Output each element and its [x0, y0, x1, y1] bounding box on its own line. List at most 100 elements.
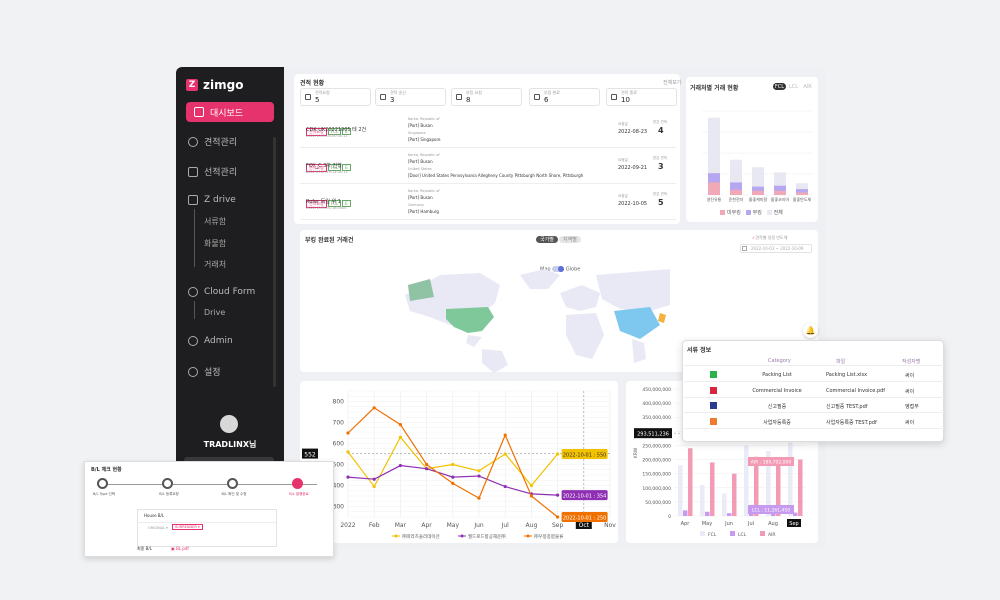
document-row[interactable]: 사업자등록증 사업자등록증 TEST.pdf 써이 — [684, 414, 944, 429]
stat-sent[interactable]: 견적 송신 3 — [375, 88, 446, 106]
data-point[interactable] — [477, 469, 481, 473]
bar-unbooked[interactable] — [796, 192, 808, 195]
document-row[interactable]: Packing List Packing List.xlsx 써이 — [684, 367, 944, 382]
avatar[interactable] — [220, 415, 238, 433]
partner-legend: 미부킹 부킹 전체 — [720, 209, 783, 216]
stat-booking-done[interactable]: 부킹 완료 6 — [529, 88, 600, 106]
bar-air[interactable] — [776, 462, 781, 516]
data-point[interactable] — [477, 496, 481, 500]
date-range-input[interactable]: 2022-10-03 ~ 2022-10-09 — [740, 244, 812, 253]
data-point[interactable] — [425, 462, 429, 467]
data-point[interactable] — [346, 475, 350, 479]
bar-lcl[interactable] — [683, 510, 688, 516]
bar-fcl[interactable] — [700, 484, 705, 516]
bar-air[interactable] — [754, 456, 759, 516]
sidebar-scrollbar[interactable] — [273, 137, 276, 387]
bar-fcl[interactable] — [766, 451, 771, 516]
sidebar-sub-drive[interactable]: Drive — [204, 308, 226, 317]
data-point[interactable] — [503, 452, 507, 456]
data-point[interactable] — [477, 474, 481, 478]
bar-unbooked[interactable] — [752, 190, 764, 195]
bar-lcl[interactable] — [793, 512, 798, 516]
bar-unbooked[interactable] — [774, 190, 786, 195]
bar-fcl[interactable] — [722, 493, 727, 516]
data-point[interactable] — [503, 484, 507, 489]
document-file[interactable]: Commercial Invoice.pdf — [826, 387, 886, 394]
sidebar-item-admin[interactable]: Admin — [188, 336, 233, 346]
map-filters[interactable]: ✓견적별 일정 반도체 — [752, 235, 787, 241]
bar-unbooked[interactable] — [730, 189, 742, 195]
sidebar-item-shipment[interactable]: 선적관리 — [188, 165, 237, 178]
document-row[interactable]: 신고필증 신고필증 TEST.pdf 엥접부 — [684, 398, 944, 413]
bar-lcl[interactable] — [727, 513, 732, 516]
bell-icon[interactable]: 🔔 — [803, 323, 818, 338]
sidebar-sub-documents[interactable]: 서류함 — [204, 217, 227, 226]
bar-fcl[interactable] — [744, 445, 749, 516]
toggle-region[interactable]: 지역별 — [559, 236, 581, 243]
sidebar-item-cloudform[interactable]: Cloud Form — [188, 287, 255, 297]
bar-lcl[interactable] — [771, 512, 776, 516]
surrender-option[interactable]: SURRENDER ▾ — [172, 524, 203, 530]
data-point[interactable] — [451, 481, 455, 485]
document-file[interactable]: 신고필증 TEST.pdf — [826, 404, 868, 410]
toggle-air[interactable]: AIR — [803, 83, 812, 90]
bar-booked[interactable] — [774, 185, 786, 195]
sidebar-item-settings[interactable]: 설정 — [188, 365, 221, 378]
bar-unbooked[interactable] — [708, 182, 720, 195]
bar-fcl[interactable] — [678, 465, 683, 516]
data-point[interactable] — [398, 423, 402, 427]
data-point[interactable] — [346, 450, 350, 454]
document-row[interactable]: Commercial Invoice Commercial Invoice.pd… — [684, 383, 944, 398]
x-tick-label: Apr — [421, 522, 432, 529]
quote-row[interactable]: 견적요청 FCL E CDK UK20221005 테 2건 2022-1005-0… — [300, 114, 676, 148]
document-file[interactable]: Packing List.xlsx — [826, 372, 868, 378]
data-point[interactable] — [372, 477, 376, 481]
document-file[interactable]: 사업자등록증 TEST.pdf — [826, 419, 877, 426]
sidebar-item-dashboard[interactable]: 대시보드 — [186, 102, 274, 122]
logo[interactable]: Z zimgo — [186, 78, 243, 92]
quote-more-link[interactable]: 전체보기 — [663, 80, 682, 86]
sidebar-item-quote[interactable]: 견적관리 — [188, 135, 237, 148]
data-point[interactable] — [425, 467, 429, 471]
data-point[interactable] — [398, 435, 402, 439]
stat-request[interactable]: 견적요청 5 — [300, 88, 371, 106]
bl-step-marker — [292, 478, 303, 489]
data-point[interactable] — [556, 452, 560, 456]
quote-row[interactable]: 견적요청 FCL E Rofer 독일 위 1 2022-1005-01:18:00… — [300, 186, 676, 220]
data-point[interactable] — [398, 463, 402, 468]
bar-total[interactable] — [796, 183, 808, 195]
data-point[interactable] — [529, 483, 533, 488]
data-point[interactable] — [372, 406, 376, 410]
bar-fcl[interactable] — [788, 442, 793, 516]
sidebar-sub-partners[interactable]: 거래처 — [204, 260, 227, 269]
bar-air[interactable] — [710, 462, 715, 516]
data-point[interactable] — [451, 462, 455, 467]
sidebar-item-zdrive[interactable]: Z drive — [188, 195, 236, 205]
data-point[interactable] — [556, 515, 560, 519]
original-option[interactable]: ORIGINAL ▾ — [148, 526, 168, 530]
count-label: 받은 견적 — [653, 120, 667, 124]
bar-booked[interactable] — [796, 189, 808, 195]
bar-air[interactable] — [688, 448, 693, 516]
data-point[interactable] — [556, 493, 560, 497]
bar-air[interactable] — [798, 459, 803, 516]
bar-lcl[interactable] — [705, 511, 710, 516]
stat-closed[interactable]: 견적 종료 10 — [606, 88, 677, 106]
date-label: 요청일 — [618, 122, 628, 126]
data-point[interactable] — [372, 484, 376, 489]
quote-row[interactable]: 견적요청 FCL E FOY_C 3차 진행 2022-0017-19:14:00:… — [300, 150, 676, 184]
data-point[interactable] — [346, 431, 350, 435]
bl-file-link[interactable]: ▣ BL.pdf — [171, 546, 189, 551]
sidebar-item-label: 대시보드 — [210, 108, 244, 119]
bl-step-label: B/L 등록요청 — [159, 492, 179, 496]
toggle-country[interactable]: 국가별 — [536, 236, 558, 243]
data-point[interactable] — [529, 494, 533, 498]
data-point[interactable] — [451, 475, 455, 479]
sidebar-sub-cargo[interactable]: 화물함 — [204, 239, 227, 248]
bar-air[interactable] — [732, 473, 737, 516]
stat-booking-request[interactable]: 부킹 요청 8 — [451, 88, 522, 106]
toggle-fcl[interactable]: FCL — [773, 83, 786, 90]
date-range-text: 2022-10-03 ~ 2022-10-09 — [751, 246, 804, 251]
data-point[interactable] — [503, 433, 507, 437]
toggle-lcl[interactable]: LCL — [788, 83, 799, 90]
